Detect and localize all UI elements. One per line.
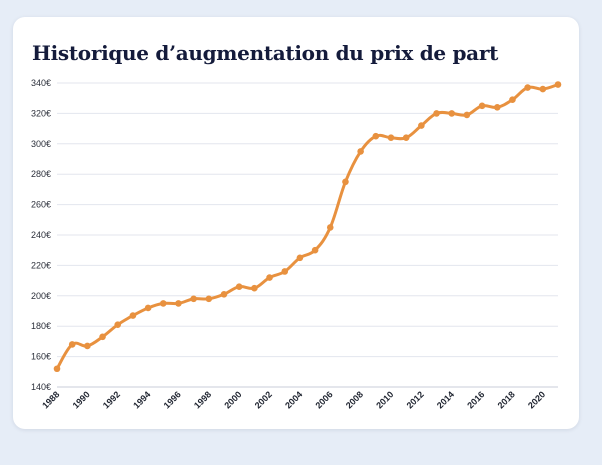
- data-point: [357, 148, 364, 155]
- data-point: [235, 283, 243, 290]
- x-tick-label: 1990: [71, 389, 92, 410]
- data-point: [539, 85, 547, 93]
- data-point: [190, 295, 197, 303]
- y-tick-label: 300€: [31, 139, 51, 149]
- data-points: [53, 81, 562, 373]
- data-point: [281, 268, 289, 275]
- y-axis: 140€ 160€ 180€ 200€ 220€ 240€ 260€ 280€ 300€ 320€…: [31, 78, 51, 392]
- chart-card: Historique d’augmentation du prix de par…: [13, 17, 579, 429]
- x-tick-label: 2012: [405, 389, 426, 410]
- data-point: [448, 110, 456, 117]
- y-tick-label: 320€: [31, 108, 51, 118]
- x-tick-label: 2004: [283, 389, 304, 410]
- data-point: [129, 312, 137, 319]
- data-point: [53, 365, 61, 373]
- data-point: [68, 341, 76, 348]
- x-tick-label: 1998: [192, 389, 213, 410]
- data-point: [418, 122, 425, 129]
- x-axis: 1988 1990 1992 1994 1996 1998 2000 2002 2004 2006…: [40, 389, 547, 410]
- y-tick-label: 180€: [31, 321, 51, 331]
- data-point: [478, 102, 486, 110]
- y-tick-label: 240€: [31, 230, 51, 240]
- x-tick-label: 1994: [131, 389, 152, 410]
- y-tick-label: 340€: [31, 78, 51, 88]
- series-line: [55, 83, 560, 371]
- data-point: [296, 254, 304, 262]
- x-tick-label: 2014: [435, 389, 456, 410]
- x-tick-label: 1988: [40, 389, 61, 410]
- data-point: [159, 300, 167, 307]
- data-point: [326, 224, 334, 231]
- x-tick-label: 2002: [253, 389, 274, 410]
- x-tick-label: 2018: [496, 389, 517, 410]
- data-point: [402, 134, 410, 142]
- x-tick-label: 2006: [313, 389, 334, 410]
- chart-title: Historique d’augmentation du prix de par…: [32, 41, 499, 65]
- data-point: [84, 342, 91, 350]
- data-point: [114, 321, 122, 328]
- data-point: [266, 274, 273, 281]
- x-tick-label: 2000: [222, 389, 243, 410]
- data-point: [144, 304, 152, 312]
- data-point: [175, 300, 182, 307]
- data-point: [372, 132, 380, 140]
- x-tick-label: 1996: [162, 389, 183, 410]
- data-point: [463, 111, 471, 119]
- y-tick-label: 260€: [31, 200, 51, 210]
- data-point: [524, 84, 531, 91]
- x-tick-label: 2020: [526, 389, 547, 410]
- data-point: [554, 81, 562, 88]
- data-point: [387, 134, 395, 142]
- data-point: [433, 110, 440, 117]
- data-point: [220, 290, 228, 298]
- x-tick-label: 2016: [465, 389, 486, 410]
- data-point: [509, 96, 516, 104]
- y-tick-label: 280€: [31, 169, 51, 179]
- data-point: [205, 295, 213, 303]
- x-tick-label: 2008: [344, 389, 365, 410]
- gridlines: [57, 82, 558, 358]
- y-tick-label: 140€: [31, 382, 51, 392]
- x-tick-label: 1992: [101, 389, 122, 410]
- data-point: [251, 284, 258, 292]
- data-point: [99, 333, 106, 341]
- y-tick-label: 220€: [31, 260, 51, 270]
- data-point: [311, 246, 319, 254]
- x-tick-label: 2010: [374, 389, 395, 410]
- y-tick-label: 200€: [31, 291, 51, 301]
- data-point: [342, 178, 349, 186]
- data-point: [493, 104, 501, 111]
- y-tick-label: 160€: [31, 352, 51, 362]
